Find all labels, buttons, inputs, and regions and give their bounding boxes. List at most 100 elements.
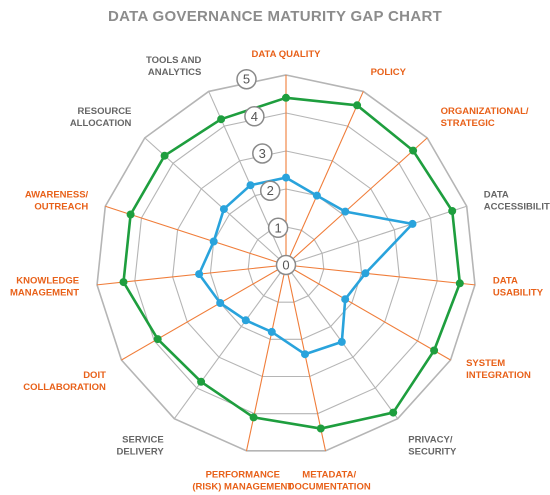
axis-spoke	[105, 205, 287, 266]
axis-label: METADATA/DOCUMENTATION	[288, 470, 371, 493]
data-point	[246, 181, 255, 190]
axis-label-line: TOOLS AND	[146, 55, 202, 66]
data-point	[249, 413, 258, 422]
data-point	[282, 173, 290, 182]
axis-label-line: RESOURCE	[78, 106, 132, 117]
chart-title: DATA GOVERNANCE MATURITY GAP CHART	[107, 8, 443, 25]
axis-label: DATA USABILITY	[493, 276, 544, 299]
data-point	[216, 299, 225, 307]
axis-label: SYSTEM INTEGRATION	[466, 358, 531, 381]
series-inner	[195, 173, 417, 359]
data-point	[219, 205, 228, 214]
axis-spoke	[285, 137, 428, 266]
axis-label: KNOWLEDGE MANAGEMENT	[10, 276, 79, 299]
data-point	[455, 279, 464, 288]
axis-label-line: OUTREACH	[34, 202, 88, 213]
grid-ring-1	[247, 226, 325, 303]
axis-label-line: INTEGRATION	[466, 370, 531, 381]
tick-0: 0	[275, 254, 297, 276]
data-point	[282, 93, 290, 102]
tick-label: 4	[251, 109, 258, 124]
axis-label-line: DoIT	[83, 370, 106, 381]
tick-4: 4	[244, 106, 265, 127]
tick-circle	[275, 254, 297, 276]
scale-ticks: 0 1 2 3 4 5	[236, 68, 297, 276]
data-point	[126, 210, 135, 219]
grid-ring-5	[96, 74, 476, 452]
axis-spoke	[285, 264, 451, 361]
axis-label-line: SECURITY	[408, 446, 457, 457]
axis-label-line: ORGANIZATIONAL/	[441, 106, 529, 117]
data-point	[197, 377, 206, 386]
data-point	[195, 270, 204, 279]
axis-label: RESOURCE ALLOCATION	[70, 106, 132, 129]
data-point	[241, 316, 250, 325]
tick-label: 0	[282, 258, 289, 273]
axis-label: PRIVACY/SECURITY	[408, 434, 457, 457]
series-line	[197, 176, 414, 356]
axis-spoke	[285, 264, 476, 286]
grid-ring-4	[134, 112, 438, 415]
axis-spoke	[173, 264, 287, 420]
data-point	[341, 207, 350, 216]
axis-spoke	[121, 264, 287, 361]
axis-label-line: ACCESSIBILITY	[484, 202, 550, 213]
axis-spoke	[285, 91, 364, 266]
data-point	[409, 146, 418, 155]
axis-label-line: KNOWLEDGE	[16, 276, 79, 287]
axis-spoke	[144, 137, 287, 266]
data-point	[153, 335, 162, 344]
axis-label-line: AWARENESS/	[25, 190, 89, 201]
grid-ring-3	[172, 150, 400, 378]
axis-label-line: DATA	[493, 276, 518, 287]
axis-label-line: ANALYTICS	[148, 67, 202, 78]
data-point	[408, 219, 417, 228]
series-line	[122, 96, 462, 430]
axis-label-line: ALLOCATION	[70, 118, 132, 129]
axis-label-line: SERVICE	[122, 434, 164, 445]
axis-spoke	[285, 205, 467, 266]
data-point	[312, 191, 321, 200]
series-outer	[119, 93, 464, 433]
tick-circle	[267, 217, 289, 239]
axis-label: AWARENESS/OUTREACH	[25, 190, 89, 213]
tick-circle	[236, 68, 257, 90]
data-point	[316, 424, 325, 433]
data-point	[119, 278, 128, 287]
data-point	[267, 327, 276, 336]
axis-label: DATA QUALITY	[252, 49, 322, 60]
data-point	[448, 207, 457, 215]
axis-spoke	[96, 264, 287, 286]
data-point	[217, 115, 226, 124]
tick-5: 5	[236, 68, 257, 90]
tick-label: 1	[274, 220, 281, 235]
axis-label-line: PRIVACY/	[408, 434, 453, 445]
axis-label-line: DATA QUALITY	[252, 49, 322, 60]
tick-label: 3	[259, 146, 266, 161]
axis-labels: DATA QUALITY POLICY ORGANIZATIONAL/STRATEG…	[10, 49, 550, 493]
tick-1: 1	[267, 217, 289, 239]
grid-ring-2	[209, 188, 363, 340]
axis-label-line: (RISK) MANAGEMENT	[192, 482, 293, 493]
tick-2: 2	[259, 180, 281, 201]
tick-3: 3	[252, 143, 273, 164]
axis-label-line: DATA	[484, 190, 509, 201]
data-point	[389, 408, 398, 417]
axis-label-line: PERFORMANCE	[206, 470, 280, 481]
axis-label-line: COLLABORATION	[23, 382, 106, 393]
data-point	[341, 295, 350, 304]
axis-label-line: STRATEGIC	[441, 118, 495, 129]
data-point	[160, 151, 169, 160]
axis-label-line: POLICY	[371, 67, 407, 78]
axis-label-line: DELIVERY	[117, 446, 165, 457]
data-point	[430, 346, 439, 355]
data-point	[361, 269, 370, 278]
axis-label: PERFORMANCE (RISK) MANAGEMENT	[192, 470, 293, 493]
data-point	[353, 101, 362, 110]
axis-label: DATA ACCESSIBILITY	[484, 190, 550, 213]
tick-label: 2	[267, 183, 274, 198]
grid-rings	[96, 74, 476, 452]
axis-label: SERVICE DELIVERY	[117, 434, 165, 457]
axis-label-line: MANAGEMENT	[10, 288, 79, 299]
